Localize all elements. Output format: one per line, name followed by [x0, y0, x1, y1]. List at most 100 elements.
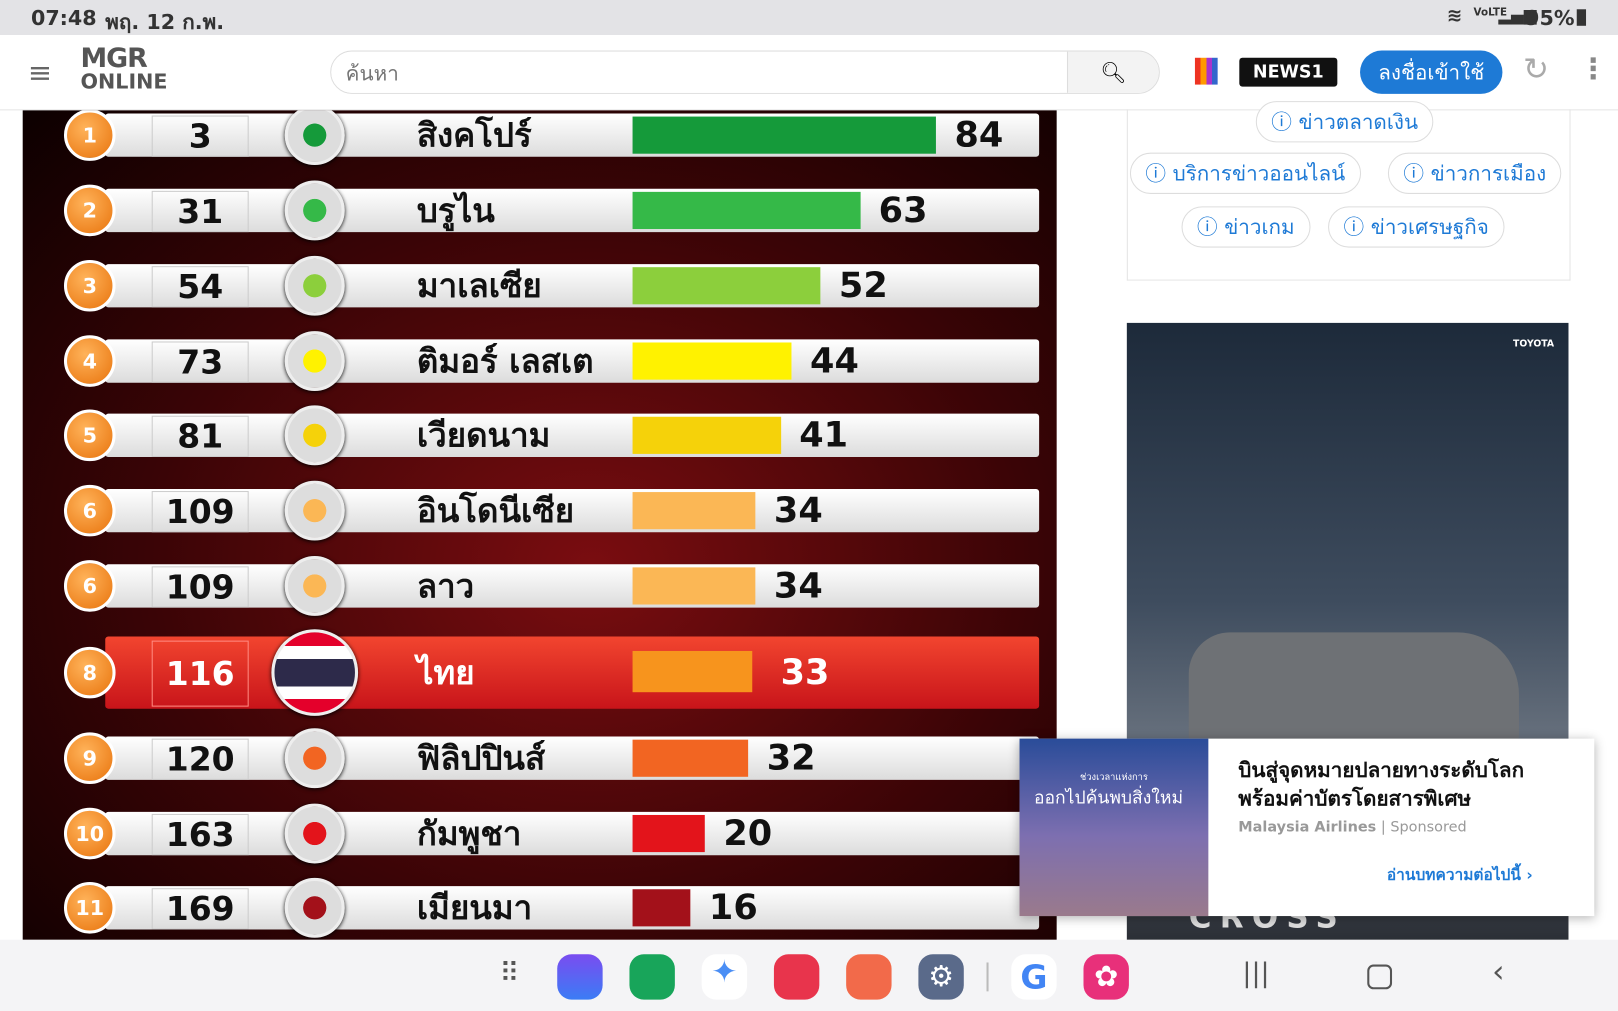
tag-label: ข่าวเศรษฐกิจ	[1370, 214, 1489, 240]
rank-badge: 11	[63, 882, 116, 934]
world-rank: 109	[151, 491, 249, 533]
country-flag-icon	[284, 556, 345, 616]
car-image	[1188, 632, 1519, 746]
sponsored-popup[interactable]: ช่วงเวลาแห่งการ ออกไปค้นพบสิ่งใหม่ บินสู…	[1019, 738, 1595, 917]
tag-games[interactable]: ⓘ ข่าวเกม	[1181, 206, 1311, 248]
rank-badge: 9	[63, 732, 116, 785]
advertiser-name: Malaysia Airlines	[1238, 819, 1377, 836]
score-bar	[632, 342, 792, 380]
rank-badge: 2	[63, 184, 116, 237]
back-button[interactable]: ‹	[1492, 954, 1505, 991]
search-input[interactable]	[331, 51, 1060, 93]
score-bar	[632, 267, 821, 305]
chart-icon[interactable]	[1194, 57, 1218, 85]
world-rank: 120	[151, 738, 249, 780]
recent-apps-button[interactable]: |||	[1242, 958, 1270, 990]
news-tags: ⓘ ข่าวตลาดเงิน ⓘ บริการข่าวออนไลน์ ⓘ ข่า…	[1126, 101, 1571, 281]
logo-bottom: ONLINE	[80, 69, 168, 94]
tag-politics[interactable]: ⓘ ข่าวการเมือง	[1387, 152, 1562, 194]
google-app-icon[interactable]: G	[1011, 954, 1057, 1000]
score-value: 41	[799, 414, 849, 456]
tag-label: ข่าวตลาดเงิน	[1298, 109, 1419, 135]
country-flag-icon	[284, 480, 345, 541]
battery-level: 95%	[1525, 5, 1575, 30]
tag-online-news[interactable]: ⓘ บริการข่าวออนไลน์	[1129, 152, 1361, 194]
ranking-row: 3 สิงคโปร์ 84	[105, 113, 1040, 157]
login-button[interactable]: ลงชื่อเข้าใช้	[1360, 50, 1503, 94]
rank-badge: 6	[63, 560, 116, 612]
android-nav-bar: ⠿ ✦ ⚙ G ✿ ||| ‹	[0, 939, 1618, 1011]
ranking-row: 73 ติมอร์ เลสเต 44	[105, 339, 1040, 383]
rank-badge: 8	[63, 646, 116, 699]
refresh-icon[interactable]: ↻	[1523, 51, 1550, 88]
camera-app-icon[interactable]	[773, 954, 820, 1000]
country-flag-icon	[271, 629, 359, 716]
score-bar	[632, 116, 936, 154]
score-bar	[632, 567, 756, 605]
rank-badge: 3	[63, 259, 116, 312]
score-value: 34	[773, 490, 823, 532]
country-name: บรูไน	[416, 190, 495, 231]
country-flag-icon	[284, 877, 345, 938]
score-value: 20	[723, 812, 773, 855]
world-rank: 116	[151, 640, 249, 707]
ranking-row: 116 ไทย 33	[105, 636, 1040, 709]
world-rank: 31	[151, 190, 249, 233]
rank-badge: 10	[63, 807, 116, 860]
date: พฤ. 12 ก.พ.	[105, 9, 225, 35]
score-bar	[632, 492, 756, 530]
more-options-icon[interactable]: ⋮	[1578, 51, 1608, 86]
ranking-row: 54 มาเลเซีย 52	[105, 264, 1040, 308]
country-name: ไทย	[416, 653, 475, 693]
contacts-app-icon[interactable]	[846, 954, 892, 1000]
ranking-row: 169 เมียนมา 16	[105, 886, 1040, 930]
battery-icon	[1576, 9, 1587, 26]
corruption-ranking-graphic: 3 สิงคโปร์ 84 1 31 บรูไน 63 2 54 มาเลเซีย 52…	[22, 110, 1057, 940]
rank-badge: 1	[63, 110, 116, 161]
country-name: อินโดนีเซีย	[416, 491, 575, 531]
gemini-app-icon[interactable]: ✦	[701, 954, 748, 1000]
home-button[interactable]	[1367, 964, 1393, 990]
gallery-app-icon[interactable]: ✿	[1083, 954, 1129, 1000]
country-flag-icon	[284, 803, 345, 864]
popup-title[interactable]: บินสู่จุดหมายปลายทางระดับโลก พร้อมค่าบัต…	[1238, 757, 1525, 811]
read-more-link[interactable]: อ่านบทความต่อไปนี้ ›	[1386, 865, 1533, 885]
phone-app-icon[interactable]	[629, 954, 675, 1000]
settings-app-icon[interactable]: ⚙	[918, 954, 964, 1000]
hamburger-menu-icon[interactable]: ≡	[27, 55, 53, 90]
country-name: ลาว	[416, 566, 475, 606]
score-value: 16	[708, 887, 758, 929]
country-name: ติมอร์ เลสเต	[416, 341, 594, 381]
search-box: 🔍︎	[330, 50, 1160, 94]
world-rank: 81	[151, 415, 249, 457]
score-bar	[632, 739, 749, 777]
app-drawer-icon[interactable]: ⠿	[499, 958, 520, 990]
score-bar	[632, 191, 861, 230]
ranking-row: 109 อินโดนีเซีย 34	[105, 488, 1040, 533]
logo-top: MGR	[80, 43, 147, 75]
country-name: เมียนมา	[416, 888, 533, 928]
news1-badge[interactable]: NEWS1	[1239, 57, 1338, 87]
country-flag-icon	[284, 728, 345, 789]
score-value: 32	[766, 737, 816, 779]
score-value: 84	[954, 114, 1004, 156]
search-icon: 🔍︎	[1100, 59, 1127, 85]
ranking-row: 31 บรูไน 63	[105, 188, 1040, 233]
score-bar	[632, 814, 705, 853]
score-value: 44	[810, 340, 859, 382]
tag-money-market[interactable]: ⓘ ข่าวตลาดเงิน	[1255, 101, 1434, 143]
network-label: VoLTE	[1473, 7, 1508, 19]
world-rank: 54	[151, 266, 249, 308]
browser-app-icon[interactable]	[557, 954, 603, 1000]
logo[interactable]: MGR ONLINE	[80, 43, 168, 94]
popup-image: ช่วงเวลาแห่งการ ออกไปค้นพบสิ่งใหม่	[1019, 738, 1209, 917]
world-rank: 3	[151, 115, 249, 157]
signal-icon: ▂▄▆	[1498, 5, 1537, 25]
wifi-icon: ≋	[1446, 5, 1463, 27]
dock-divider	[986, 962, 989, 992]
search-button[interactable]: 🔍︎	[1066, 51, 1159, 93]
tag-economy[interactable]: ⓘ ข่าวเศรษฐกิจ	[1328, 206, 1505, 248]
clock: 07:48	[30, 5, 97, 30]
score-bar	[632, 650, 752, 693]
popup-image-small-text: ช่วงเวลาแห่งการ	[1080, 772, 1148, 783]
